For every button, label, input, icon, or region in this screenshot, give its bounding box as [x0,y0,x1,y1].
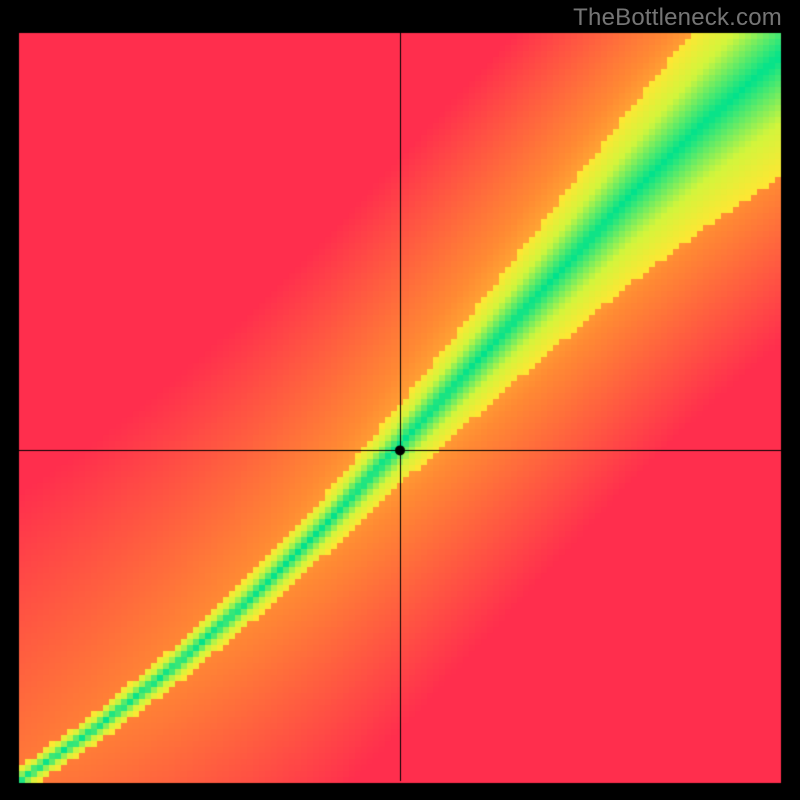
watermark-text: TheBottleneck.com [573,4,782,32]
heatmap-canvas [0,0,800,800]
chart-container: TheBottleneck.com [0,0,800,800]
